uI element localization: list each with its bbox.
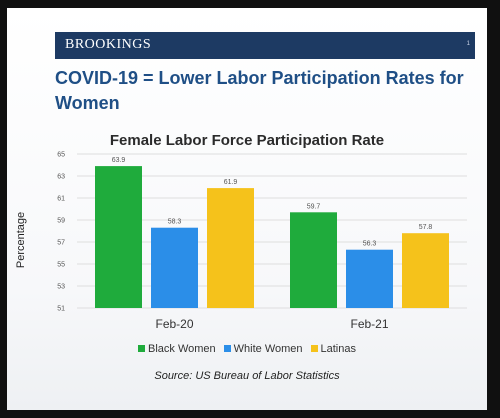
brand-logo: BROOKINGS — [65, 37, 152, 52]
y-tick-label: 59 — [57, 218, 65, 225]
chart-plot: 51 53 55 57 59 61 63 65 63.9 58.3 61.9 Feb-20 59.7 56… — [57, 152, 467, 331]
legend-label: White Women — [233, 343, 303, 355]
data-label: 58.3 — [168, 219, 182, 226]
chart-legend: Black Women White Women Latinas — [7, 343, 487, 355]
legend-item: Black Women — [137, 343, 216, 355]
data-label: 59.7 — [307, 203, 321, 210]
bar — [290, 212, 337, 308]
bar — [151, 227, 198, 308]
legend-label: Latinas — [320, 343, 356, 355]
bar — [346, 249, 393, 308]
data-label: 61.9 — [224, 179, 238, 186]
data-label: 63.9 — [112, 157, 126, 164]
chart-title: Female Labor Force Participation Rate — [109, 132, 385, 149]
page-number: 1 — [466, 41, 470, 47]
x-tick-label: Feb-20 — [155, 317, 193, 331]
y-tick-label: 61 — [57, 196, 65, 203]
bar — [95, 166, 142, 308]
legend-swatch — [137, 345, 145, 352]
header-bar: BROOKINGS 1 — [55, 32, 475, 59]
bar — [402, 233, 449, 308]
legend-swatch — [223, 345, 231, 352]
legend-label: Black Women — [147, 343, 216, 355]
data-label: 56.3 — [363, 241, 377, 248]
y-tick-label: 65 — [57, 152, 65, 159]
y-tick-label: 55 — [57, 262, 65, 269]
x-tick-label: Feb-21 — [350, 317, 388, 331]
slide: BROOKINGS 1 COVID-19 = Lower Labor Parti… — [7, 8, 487, 410]
source-note: Source: US Bureau of Labor Statistics — [154, 370, 340, 382]
legend-swatch — [310, 345, 318, 352]
legend-item: Latinas — [310, 343, 356, 355]
y-tick-label: 53 — [57, 284, 65, 291]
y-tick-label: 51 — [57, 306, 65, 313]
legend-item: White Women — [223, 343, 303, 355]
y-tick-label: 57 — [57, 240, 65, 247]
slide-title: COVID-19 = Lower Labor Participation Rat… — [55, 68, 464, 113]
y-tick-label: 63 — [57, 174, 65, 181]
data-label: 57.8 — [419, 224, 433, 231]
bar — [207, 188, 254, 308]
